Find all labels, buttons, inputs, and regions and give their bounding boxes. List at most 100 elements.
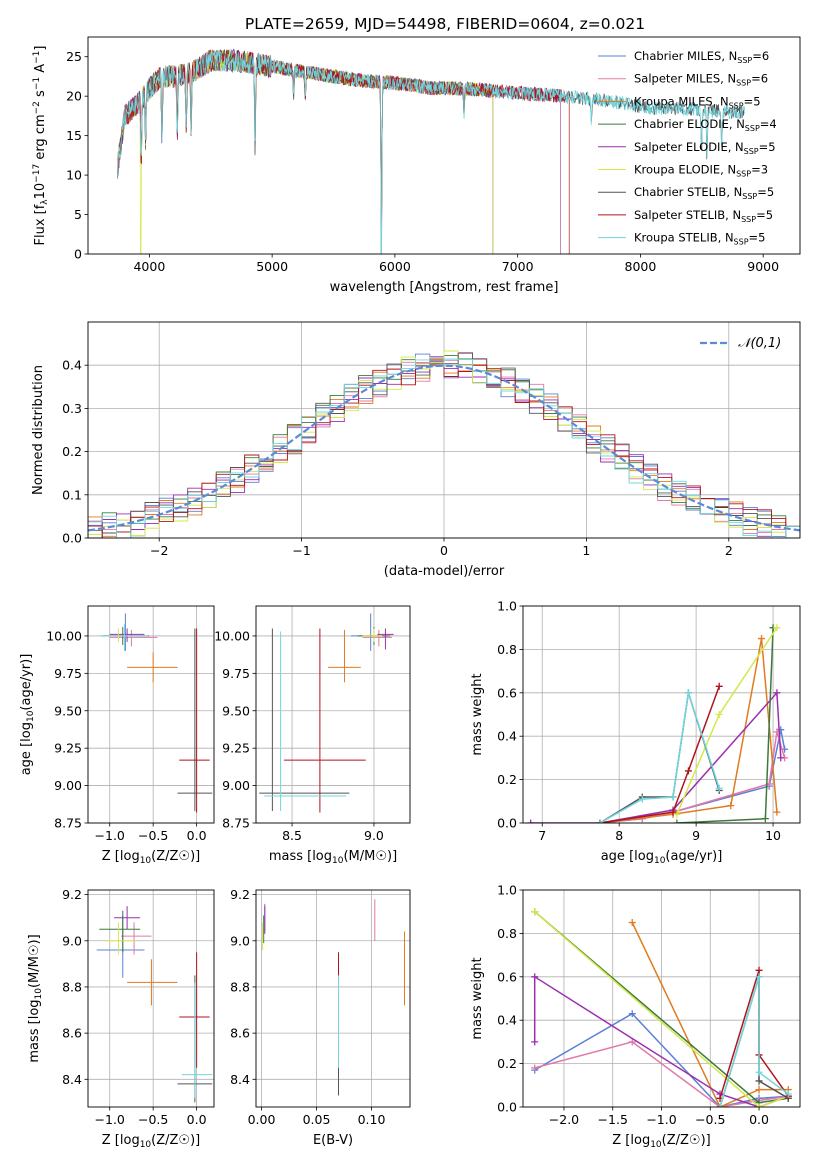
y-axis-label: mass [log10(M/M☉)] <box>27 934 44 1062</box>
y-tick-label: 9.0 <box>230 933 250 948</box>
y-tick-label: 0 <box>74 247 82 262</box>
y-axis-label-part: ] <box>33 46 48 51</box>
legend-prefix: N <box>727 163 736 177</box>
plot-area <box>531 908 792 1107</box>
plot-area <box>101 613 213 813</box>
y-tick-label: 9.75 <box>222 666 250 681</box>
x-axis-label-part: mass [log <box>269 849 332 864</box>
legend-eq: = <box>751 163 761 177</box>
legend-label-chabrier-miles: Chabrier MILES, NSSP=6 <box>634 49 769 65</box>
x-tick-label: −0.5 <box>695 1112 725 1127</box>
axes-frame <box>255 605 411 824</box>
panel-massweight-vs-z: −2.0 −1.5 −1.0 −0.5 0.0 0.0 0.2 0.4 0.6 0.8 1.0 Z [… <box>470 883 801 1150</box>
series-chabrier-stelib <box>596 689 723 823</box>
x-tick-label: 10 <box>765 828 781 843</box>
series-line <box>599 686 720 823</box>
y-axis-label-part: mass weight <box>470 957 485 1039</box>
data-point-marker <box>784 1090 792 1098</box>
x-axis-label-part: age [log <box>601 849 654 864</box>
series-line <box>530 690 782 823</box>
legend-n: 6 <box>762 49 769 63</box>
data-point-marker <box>755 1086 763 1094</box>
y-tick-label: 0.6 <box>497 685 517 700</box>
data-point-marker <box>684 767 692 775</box>
data-point-marker <box>531 908 539 916</box>
spectrum-line-chabrier-stelib <box>117 49 745 254</box>
legend-eq: = <box>756 208 766 222</box>
series-line <box>534 1012 789 1107</box>
y-tick-label: 9.2 <box>62 887 82 902</box>
data-point-marker <box>761 815 769 823</box>
y-tick-label: 0.0 <box>497 816 517 831</box>
x-axis-label-part: (data-model)/error <box>384 564 505 579</box>
x-axis-label: wavelength [Angstrom, rest frame] <box>330 280 559 295</box>
legend-name: Chabrier ELODIE <box>634 117 729 131</box>
y-tick-label: 8.6 <box>230 1026 250 1041</box>
axes-frame <box>522 889 801 1108</box>
y-tick-label: 10.00 <box>214 628 250 643</box>
errorbar-salpeter-elodie <box>109 628 145 642</box>
y-axis-label-part: )] <box>27 934 42 944</box>
y-tick-label: 0.2 <box>497 1056 517 1071</box>
axes-frame <box>522 605 801 824</box>
data-point-marker <box>628 919 636 927</box>
legend-sep: , <box>720 72 727 86</box>
x-axis-label-part: wavelength [Angstrom, rest frame] <box>330 280 559 295</box>
x-tick-label: 7 <box>538 828 546 843</box>
x-tick-label: 0.0 <box>187 1112 207 1127</box>
x-axis-label-part: 10 <box>654 856 666 866</box>
x-axis-label-part: (M/M <box>343 849 375 864</box>
x-tick-label: 0.10 <box>358 1112 386 1127</box>
data-point-marker <box>755 966 763 974</box>
y-axis-label: mass weight <box>470 957 485 1039</box>
legend-name: Salpeter MILES <box>634 72 720 86</box>
plot-area <box>88 350 800 538</box>
y-tick-label: 8.75 <box>54 816 82 831</box>
legend-prefix: N <box>732 208 741 222</box>
x-axis-label-part: )] <box>387 849 397 864</box>
errorbar-salpeter-stelib <box>179 628 210 813</box>
x-axis-label-part: (Z/Z <box>662 1133 689 1148</box>
y-axis-label-part: mass [log <box>27 999 42 1062</box>
y-axis-label-part: Normed distribution <box>31 365 46 495</box>
series-salpeter-elodie <box>527 689 785 823</box>
legend-n: 5 <box>768 140 775 154</box>
y-axis-label-part: −2 <box>32 101 42 114</box>
legend-sub: SSP <box>736 79 751 88</box>
data-point-marker <box>628 1010 636 1018</box>
y-axis-label-part: −17 <box>32 164 42 183</box>
legend-sub: SSP <box>744 147 759 156</box>
errorbar-chabrier-miles <box>96 915 145 978</box>
x-tick-label: 1 <box>582 543 590 558</box>
series-line <box>534 911 789 1107</box>
legend-name: Salpeter STELIB <box>634 208 725 222</box>
x-axis-label-part: E(B-V) <box>313 1133 353 1148</box>
legend-prefix: N <box>727 72 736 86</box>
legend-n: 5 <box>766 208 773 222</box>
errorbar-kroupa-miles <box>127 652 178 683</box>
legend-sub: SSP <box>745 124 760 133</box>
errorbar-salpeter-elodie <box>377 628 394 650</box>
x-axis-label-part: (Z/Z <box>151 1133 178 1148</box>
legend-label-kroupa-stelib: Kroupa STELIB, NSSP=5 <box>634 231 766 247</box>
y-tick-label: 0.4 <box>62 358 82 373</box>
x-tick-label: 0.0 <box>187 828 207 843</box>
errorbar-salpeter-miles <box>109 629 158 647</box>
y-tick-label: 9.00 <box>54 778 82 793</box>
axes-frame <box>87 889 215 1108</box>
data-point-marker <box>755 1068 763 1076</box>
y-axis-label-part: s <box>33 90 48 101</box>
axes-frame <box>87 321 801 539</box>
axes: −2.0 −1.5 −1.0 −0.5 0.0 0.0 0.2 0.4 0.6 0.8 1.0 <box>497 883 801 1127</box>
data-point-marker <box>669 808 677 816</box>
legend-sub: SSP <box>736 170 751 179</box>
data-point-marker <box>531 973 539 981</box>
series-line <box>719 976 789 1107</box>
x-tick-label: 8 <box>615 828 623 843</box>
y-axis-label: mass weight <box>470 673 485 755</box>
data-point-marker <box>777 754 785 762</box>
legend-sep: , <box>720 163 727 177</box>
axes: 4000 5000 6000 7000 8000 9000 0 5 10 15 20 25 <box>66 36 801 274</box>
x-tick-label: 4000 <box>133 259 165 274</box>
